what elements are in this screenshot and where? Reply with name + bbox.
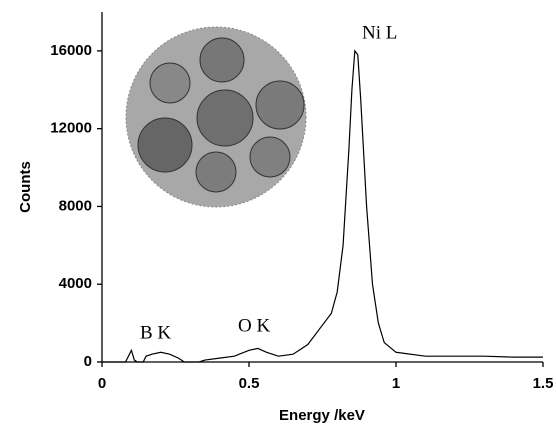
y-tick-label: 8000: [59, 197, 92, 214]
x-axis-label: Energy /keV: [279, 407, 365, 424]
x-tick-label: 0.5: [239, 375, 260, 392]
y-tick-label: 16000: [50, 42, 92, 59]
inset-image: [125, 26, 307, 208]
x-tick-label: 1.5: [533, 375, 554, 392]
y-axis-label: Counts: [17, 161, 34, 213]
spectrum-line: [102, 49, 543, 363]
x-tick-label: 1: [392, 375, 400, 392]
y-tick-label: 12000: [50, 120, 92, 137]
annotation: Ni L: [362, 22, 397, 43]
annotation: O K: [238, 315, 270, 336]
y-tick-label: 4000: [59, 275, 92, 292]
annotation: B K: [140, 322, 171, 343]
y-tick-label: 0: [84, 353, 92, 370]
x-tick-label: 0: [98, 375, 106, 392]
